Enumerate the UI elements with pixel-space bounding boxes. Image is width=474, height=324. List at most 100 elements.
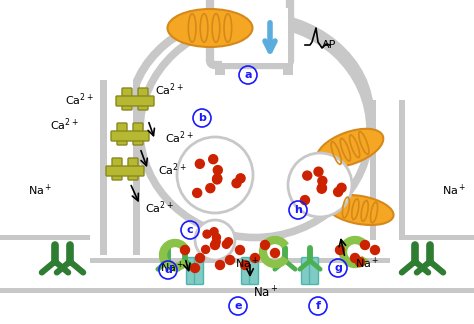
Text: Ca$^{2+}$: Ca$^{2+}$ — [65, 92, 94, 108]
Circle shape — [303, 171, 312, 180]
Circle shape — [261, 240, 270, 249]
FancyBboxPatch shape — [133, 123, 143, 145]
Text: e: e — [234, 301, 242, 311]
Bar — [0, 235, 90, 280]
Circle shape — [356, 258, 365, 267]
Ellipse shape — [317, 129, 383, 167]
Ellipse shape — [130, 15, 370, 215]
Text: Na$^+$: Na$^+$ — [253, 286, 279, 301]
Circle shape — [212, 233, 220, 241]
FancyBboxPatch shape — [301, 258, 310, 284]
Text: AP: AP — [322, 40, 337, 50]
Text: h: h — [294, 205, 302, 215]
Circle shape — [317, 184, 326, 193]
Circle shape — [334, 187, 343, 196]
Circle shape — [195, 159, 204, 168]
Text: Na$^+$: Na$^+$ — [235, 256, 259, 271]
Ellipse shape — [327, 195, 393, 225]
Ellipse shape — [140, 22, 370, 237]
Bar — [0, 240, 90, 275]
Circle shape — [337, 183, 346, 192]
Text: b: b — [198, 113, 206, 123]
Circle shape — [181, 246, 190, 254]
Circle shape — [210, 240, 219, 249]
FancyBboxPatch shape — [111, 131, 149, 141]
Text: f: f — [316, 301, 320, 311]
Text: d: d — [164, 265, 172, 275]
FancyBboxPatch shape — [194, 258, 203, 284]
FancyBboxPatch shape — [241, 258, 250, 284]
Circle shape — [271, 249, 280, 258]
Circle shape — [250, 253, 259, 262]
Text: Ca$^{2+}$: Ca$^{2+}$ — [50, 117, 79, 133]
Circle shape — [226, 256, 235, 264]
Circle shape — [213, 166, 222, 175]
Circle shape — [201, 246, 210, 253]
Circle shape — [212, 175, 221, 184]
FancyBboxPatch shape — [210, 0, 290, 65]
Text: Ca$^{2+}$: Ca$^{2+}$ — [145, 200, 174, 216]
Circle shape — [371, 246, 380, 254]
Circle shape — [192, 189, 201, 197]
Circle shape — [318, 176, 327, 185]
Text: Na$^+$: Na$^+$ — [28, 183, 52, 198]
Bar — [100, 80, 140, 255]
Circle shape — [206, 184, 215, 193]
Bar — [107, 80, 133, 255]
FancyBboxPatch shape — [128, 158, 138, 180]
Circle shape — [195, 253, 204, 262]
Circle shape — [232, 179, 241, 188]
Bar — [0, 258, 474, 293]
FancyBboxPatch shape — [112, 158, 122, 180]
Text: Na$^+$: Na$^+$ — [442, 183, 466, 198]
Bar — [376, 100, 399, 240]
Text: Ca$^{2+}$: Ca$^{2+}$ — [155, 82, 184, 98]
FancyBboxPatch shape — [138, 88, 148, 110]
Text: Na$^+$: Na$^+$ — [160, 260, 184, 275]
Circle shape — [212, 238, 220, 246]
FancyBboxPatch shape — [117, 123, 127, 145]
Circle shape — [240, 260, 249, 270]
Circle shape — [209, 155, 218, 164]
Bar — [215, 0, 225, 75]
FancyBboxPatch shape — [122, 88, 132, 110]
Circle shape — [314, 167, 323, 176]
Text: g: g — [334, 263, 342, 273]
FancyBboxPatch shape — [116, 96, 154, 106]
Circle shape — [336, 246, 345, 254]
Text: c: c — [187, 225, 193, 235]
FancyBboxPatch shape — [249, 258, 258, 284]
FancyBboxPatch shape — [310, 258, 319, 284]
Text: Ca$^{2+}$: Ca$^{2+}$ — [158, 162, 187, 178]
Circle shape — [177, 137, 253, 213]
Bar — [283, 0, 293, 75]
Circle shape — [210, 228, 218, 236]
Circle shape — [288, 153, 352, 217]
FancyBboxPatch shape — [186, 258, 195, 284]
Circle shape — [318, 183, 327, 192]
Ellipse shape — [167, 9, 253, 47]
Circle shape — [191, 263, 200, 272]
Circle shape — [236, 246, 245, 254]
Circle shape — [350, 253, 359, 262]
Bar — [0, 280, 474, 293]
Bar — [390, 235, 474, 280]
Bar — [0, 263, 474, 288]
Bar — [390, 240, 474, 275]
Circle shape — [216, 260, 225, 270]
Text: a: a — [244, 70, 252, 80]
Circle shape — [222, 240, 230, 248]
Circle shape — [361, 240, 370, 249]
Circle shape — [213, 174, 222, 183]
Circle shape — [225, 238, 232, 246]
Text: Ca$^{2+}$: Ca$^{2+}$ — [165, 130, 194, 146]
Bar — [222, 8, 288, 63]
Circle shape — [203, 230, 211, 238]
Bar — [370, 100, 405, 240]
FancyBboxPatch shape — [106, 166, 144, 176]
Text: Na$^+$: Na$^+$ — [355, 256, 379, 271]
Circle shape — [195, 220, 235, 260]
Bar — [220, 5, 280, 55]
Circle shape — [236, 174, 245, 183]
Circle shape — [301, 196, 310, 204]
